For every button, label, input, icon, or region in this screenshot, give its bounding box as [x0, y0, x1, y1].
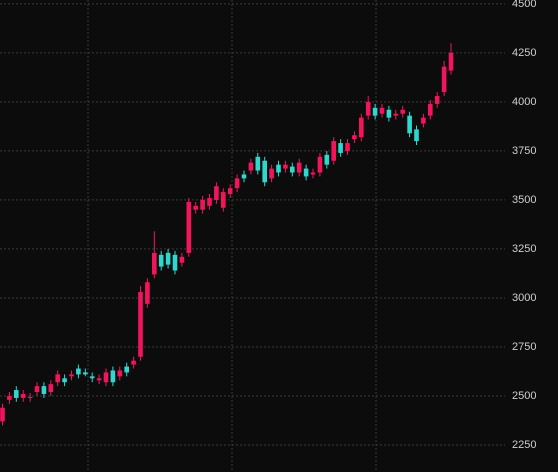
candle-body	[269, 168, 274, 179]
candle-body	[283, 164, 288, 169]
candle-body	[179, 256, 185, 263]
candle-body	[145, 282, 150, 304]
candle-body	[317, 156, 323, 173]
y-tick-label: 4250	[512, 47, 536, 59]
candle-body	[55, 374, 60, 383]
y-tick-label: 3500	[512, 194, 536, 206]
candle-body	[186, 201, 192, 253]
candle-body	[131, 360, 136, 365]
candle-body	[434, 96, 440, 104]
candle-body	[290, 166, 295, 173]
candle-body	[165, 252, 171, 265]
y-tick-label: 3250	[512, 243, 536, 255]
candle-body	[448, 52, 454, 71]
candle-body	[227, 188, 233, 195]
candle-body	[421, 117, 426, 124]
candle-body	[393, 113, 399, 116]
candle-body	[207, 197, 212, 206]
candle-body	[48, 384, 54, 393]
candle-body	[324, 154, 330, 165]
candle-body	[214, 186, 219, 200]
candle-body	[172, 254, 178, 271]
candle-body	[20, 393, 26, 398]
candle-body	[303, 168, 309, 177]
candle-body	[241, 174, 247, 179]
candle-body	[89, 376, 95, 379]
y-tick-label: 2250	[512, 439, 536, 451]
candle-body	[276, 164, 281, 173]
candle-body	[124, 366, 129, 373]
candle-body	[193, 205, 198, 210]
candle-body	[255, 156, 261, 171]
candle-body	[400, 109, 405, 114]
candle-body	[27, 396, 33, 398]
candle-body	[76, 368, 81, 375]
candle-body	[200, 199, 205, 210]
candle-body	[428, 103, 433, 116]
candle-body	[248, 162, 254, 171]
candle-body	[62, 378, 67, 383]
candle-body	[96, 378, 102, 381]
y-tick-label: 4000	[512, 96, 536, 108]
candle-body	[117, 370, 123, 377]
candle-body	[414, 129, 419, 142]
candle-body	[359, 117, 364, 138]
y-tick-label: 2750	[512, 341, 536, 353]
candle-body	[110, 370, 116, 383]
candle-body	[379, 107, 385, 114]
candle-body	[83, 372, 88, 375]
y-tick-label: 3750	[512, 145, 536, 157]
candle-body	[352, 135, 357, 140]
y-tick-label: 3000	[512, 292, 536, 304]
candle-body	[34, 386, 40, 393]
candle-body	[0, 407, 5, 422]
candle-body	[234, 178, 240, 189]
candle-body	[338, 143, 343, 153]
candle-body	[152, 252, 157, 275]
candle-body	[372, 107, 378, 116]
candle-body	[103, 372, 109, 383]
candle-body	[365, 101, 371, 116]
candle-body	[296, 162, 302, 173]
candle-body	[138, 292, 143, 357]
candle-body	[345, 143, 350, 151]
y-tick-label: 4500	[512, 0, 536, 10]
candle-body	[69, 374, 74, 377]
candle-body	[7, 395, 12, 400]
candle-body	[262, 160, 267, 183]
y-tick-label: 2500	[512, 390, 536, 402]
candle-body	[14, 390, 19, 398]
candle-body	[331, 141, 336, 161]
candle-body	[407, 115, 412, 134]
candle-body	[310, 172, 316, 175]
candle-body	[386, 109, 392, 118]
candle-body	[441, 66, 447, 93]
candle-body	[41, 386, 47, 394]
candle-body	[221, 192, 226, 208]
candle-body	[158, 254, 164, 267]
